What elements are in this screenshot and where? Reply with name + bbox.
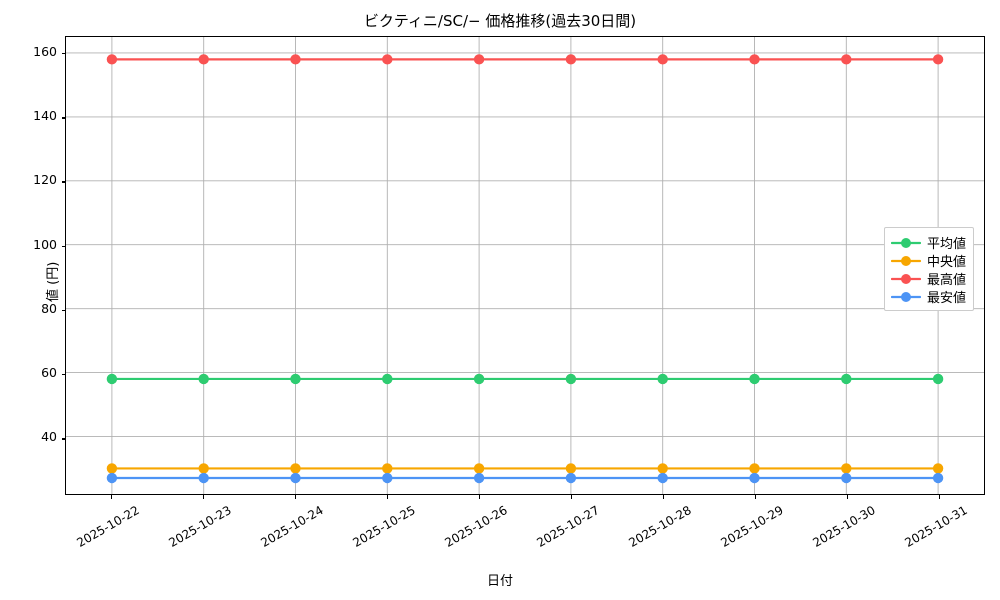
y-axis-label: 値 (円)	[46, 261, 61, 302]
data-point	[841, 472, 852, 484]
data-point	[565, 373, 577, 385]
data-point	[473, 463, 485, 474]
legend-label: 平均値	[927, 236, 967, 252]
y-tick-mark	[62, 438, 66, 440]
y-tick-mark	[62, 181, 66, 183]
x-tick-mark	[571, 495, 573, 499]
y-tick-mark	[62, 245, 66, 247]
x-tick-label: 2025-10-28	[626, 503, 694, 550]
data-point	[749, 472, 760, 484]
legend-item-2[interactable]: 最高値	[890, 269, 967, 288]
y-tick-label: 140	[33, 108, 57, 124]
data-point	[198, 373, 209, 385]
data-point	[106, 472, 118, 484]
legend-label: 最安値	[927, 290, 967, 306]
x-tick-label: 2025-10-26	[442, 503, 510, 550]
x-tick-mark	[663, 495, 665, 499]
y-tick-mark	[62, 117, 66, 119]
data-point	[106, 54, 118, 65]
x-tick-label: 2025-10-31	[902, 503, 970, 550]
data-point	[382, 463, 393, 474]
x-tick-label: 2025-10-30	[810, 503, 878, 550]
data-point	[382, 373, 393, 385]
data-point	[565, 472, 577, 484]
x-tick-mark	[755, 495, 757, 499]
data-point	[198, 463, 209, 474]
data-point	[841, 463, 852, 474]
gridlines	[66, 37, 984, 494]
data-point	[565, 54, 577, 65]
legend-label: 中央値	[927, 254, 967, 270]
x-tick-mark	[479, 495, 481, 499]
legend-item-3[interactable]: 最安値	[890, 287, 967, 306]
y-tick-label: 40	[41, 429, 57, 445]
data-point	[473, 472, 485, 484]
data-point	[290, 463, 301, 474]
y-tick-mark	[62, 374, 66, 376]
y-tick-label: 80	[41, 300, 57, 316]
x-tick-label: 2025-10-22	[74, 503, 142, 550]
x-tick-label: 2025-10-29	[718, 503, 786, 550]
x-tick-mark	[295, 495, 297, 499]
y-tick-mark	[62, 309, 66, 312]
data-point	[290, 54, 301, 65]
data-point	[932, 373, 944, 385]
data-point	[749, 54, 760, 65]
data-point	[932, 472, 944, 484]
data-point	[198, 472, 209, 484]
data-point	[106, 463, 118, 474]
data-point	[657, 54, 668, 65]
legend-swatch-icon	[890, 289, 922, 303]
data-point	[473, 54, 485, 65]
x-axis-label: 日付	[486, 574, 513, 589]
data-point	[565, 463, 577, 474]
y-tick-label: 160	[33, 44, 57, 60]
x-tick-mark	[203, 495, 205, 499]
data-point	[473, 373, 485, 385]
data-point	[657, 373, 668, 385]
series-lines	[106, 54, 944, 484]
data-point	[932, 54, 944, 65]
legend-item-1[interactable]: 中央値	[890, 251, 967, 270]
legend-item-0[interactable]: 平均値	[890, 233, 967, 252]
x-tick-mark	[111, 495, 113, 499]
data-point	[749, 373, 760, 385]
legend-swatch-icon	[890, 235, 922, 249]
x-tick-mark	[939, 495, 941, 499]
data-point	[841, 54, 852, 65]
data-point	[749, 463, 760, 474]
y-tick-label: 120	[33, 172, 57, 188]
legend-label: 最高値	[927, 272, 967, 288]
y-tick-label: 60	[41, 365, 57, 381]
data-point	[382, 472, 393, 484]
plot-area: 40 60 80 100 120 140 160 値 (円)	[33, 36, 985, 495]
data-point	[841, 373, 852, 385]
legend-swatch-icon	[890, 271, 922, 285]
y-tick-label: 100	[33, 236, 57, 252]
data-point	[290, 472, 301, 484]
data-point	[382, 54, 393, 65]
data-point	[198, 54, 209, 65]
x-tick-label: 2025-10-27	[534, 503, 602, 550]
x-tick-mark	[847, 495, 849, 499]
data-point	[657, 472, 668, 484]
x-tick-label: 2025-10-24	[258, 503, 326, 550]
x-tick-label: 2025-10-25	[350, 503, 418, 550]
chart-legend: 平均値中央値最高値最安値	[884, 227, 975, 311]
data-point	[106, 373, 118, 385]
data-point	[932, 463, 944, 474]
chart-title: ビクティニ/SC/− 価格推移(過去30日間)	[363, 12, 637, 30]
x-tick-label: 2025-10-23	[166, 503, 234, 550]
data-point	[657, 463, 668, 474]
x-tick-mark	[387, 495, 389, 499]
data-point	[290, 373, 301, 385]
legend-swatch-icon	[890, 253, 922, 267]
y-tick-mark	[62, 53, 66, 55]
